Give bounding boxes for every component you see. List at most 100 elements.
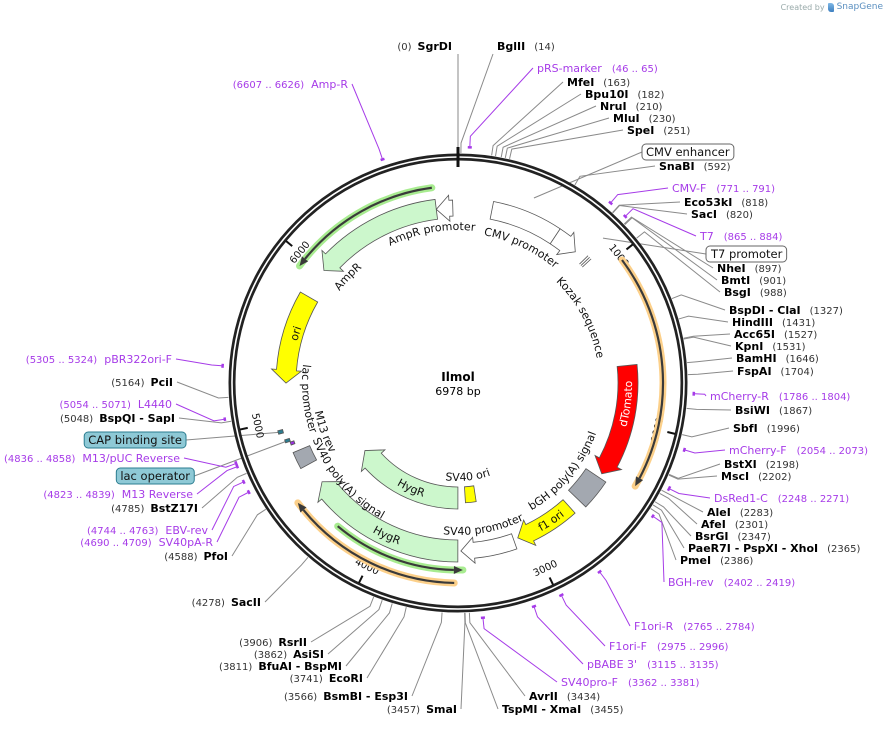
feature-bgh-poly-a-signal[interactable] — [567, 468, 607, 508]
primer-mark[interactable] — [650, 514, 655, 519]
translation-line[interactable] — [337, 525, 454, 572]
feature-label-kozak-sequence[interactable]: Kozak sequence — [554, 274, 607, 359]
enzyme-site-msci[interactable]: MscI (2202) — [721, 470, 791, 483]
enzyme-site-bsgi[interactable]: BsgI (988) — [724, 286, 787, 299]
enzyme-site-bglii[interactable]: BglII (14) — [497, 40, 555, 53]
enzyme-site-hindiii[interactable]: HindIII (1431) — [732, 316, 815, 329]
enzyme-site-spei[interactable]: SpeI (251) — [627, 124, 690, 137]
enzyme-site-eco53ki[interactable]: Eco53kI (818) — [684, 196, 768, 209]
feature-m13-rev[interactable] — [289, 440, 296, 446]
enzyme-site-tspmi-xmai[interactable]: TspMI - XmaI (3455) — [502, 703, 624, 716]
translation-line[interactable] — [621, 259, 665, 479]
enzyme-site-mfei[interactable]: MfeI (163) — [567, 76, 630, 89]
primer-mark[interactable] — [380, 157, 385, 162]
primer-mark[interactable] — [246, 489, 251, 495]
enzyme-site-bpu10i[interactable]: Bpu10I (182) — [585, 88, 664, 101]
enzyme-site-bsiwi[interactable]: BsiWI (1867) — [735, 404, 812, 417]
feature-ampr-promoter[interactable] — [435, 194, 454, 223]
feature-cap-binding-site[interactable] — [277, 428, 284, 435]
primer-pbabe-3[interactable]: pBABE 3' (3115 .. 3135) — [587, 658, 719, 671]
feature-kozak-sequence[interactable] — [582, 258, 592, 268]
feature-label-sv40-promoter[interactable]: SV40 promoter — [443, 511, 526, 538]
primer-ebv-rev[interactable]: (4744 .. 4763) EBV-rev — [87, 524, 208, 537]
primer-mark[interactable] — [531, 604, 537, 609]
primer-f1ori-f[interactable]: F1ori-F (2975 .. 2996) — [609, 640, 728, 653]
enzyme-site-nhei[interactable]: NheI (897) — [717, 262, 782, 275]
enzyme-site-acc65i[interactable]: Acc65I (1527) — [734, 328, 817, 341]
translation-line[interactable] — [304, 186, 432, 260]
feature-lac-operator[interactable] — [284, 437, 291, 444]
primer-mark[interactable] — [558, 593, 564, 598]
feature-box-lac-operator[interactable]: lac operator — [115, 467, 195, 485]
enzyme-site-paer7i-pspxi-xhoi[interactable]: PaeR7I - PspXI - XhoI (2365) — [688, 542, 861, 555]
enzyme-site-bamhi[interactable]: BamHI (1646) — [736, 352, 819, 365]
primer-mcherry-f[interactable]: mCherry-F (2054 .. 2073) — [729, 444, 868, 457]
enzyme-site-sbfi[interactable]: SbfI (1996) — [733, 422, 800, 435]
primer-mark[interactable] — [608, 200, 614, 206]
feature-label-lac-promoter[interactable]: lac promoter — [299, 364, 320, 435]
feature-box-cap-binding-site[interactable]: CAP binding site — [83, 431, 187, 449]
enzyme-site-asisi[interactable]: (3862) AsiSI — [254, 648, 324, 661]
enzyme-site-bfuai-bspmi[interactable]: (3811) BfuAI - BspMI — [219, 660, 342, 673]
primer-mark[interactable] — [597, 569, 602, 575]
enzyme-site-avrii[interactable]: AvrII (3434) — [529, 690, 600, 703]
enzyme-site-saci[interactable]: SacI (820) — [691, 208, 753, 221]
feature-hygr[interactable] — [317, 481, 459, 563]
primer-sv40pro-f[interactable]: SV40pro-F (3362 .. 3381) — [561, 676, 700, 689]
feature-ampr[interactable] — [321, 198, 438, 272]
enzyme-site-fspai[interactable]: FspAI (1704) — [737, 365, 814, 378]
feature-box-t7-promoter[interactable]: T7 promoter — [705, 245, 788, 263]
feature-label-sv40-ori[interactable]: SV40 ori — [445, 466, 492, 484]
enzyme-site-smai[interactable]: (3457) SmaI — [387, 703, 457, 716]
enzyme-site-nrui[interactable]: NruI (210) — [600, 100, 663, 113]
enzyme-site-kpni[interactable]: KpnI (1531) — [735, 340, 806, 353]
enzyme-site-sacii[interactable]: (4278) SacII — [192, 596, 261, 609]
feature-kozak-sequence[interactable] — [580, 256, 590, 266]
enzyme-site-bspdi-clai[interactable]: BspDI - ClaI (1327) — [729, 304, 843, 317]
enzyme-site-bstz17i[interactable]: (4785) BstZ17I — [111, 502, 198, 515]
enzyme-site-bstxi[interactable]: BstXI (2198) — [724, 458, 799, 471]
primer-mark[interactable] — [622, 214, 628, 219]
primer-sv40pa-r[interactable]: (4690 .. 4709) SV40pA-R — [80, 536, 213, 549]
enzyme-site-bmti[interactable]: BmtI (901) — [721, 274, 786, 287]
primer-m13-puc-reverse[interactable]: (4836 .. 4858) M13/pUC Reverse — [4, 452, 180, 465]
primer-t7[interactable]: T7 (865 .. 884) — [699, 230, 783, 243]
primer-mcherry-r[interactable]: mCherry-R (1786 .. 1804) — [710, 390, 850, 403]
primer-prs-marker[interactable]: pRS-marker (46 .. 65) — [537, 62, 658, 75]
feature-box-cmv-enhancer[interactable]: CMV enhancer — [641, 143, 735, 161]
enzyme-site-alei[interactable]: AleI (2283) — [707, 506, 773, 519]
primer-m13-reverse[interactable]: (4823 .. 4839) M13 Reverse — [43, 488, 193, 501]
primer-f1ori-r[interactable]: F1ori-R (2765 .. 2784) — [634, 620, 755, 633]
primer-pbr322ori-f[interactable]: (5305 .. 5324) pBR322ori-F — [26, 353, 172, 366]
feature-label-ori[interactable]: ori — [288, 324, 305, 342]
feature-cmv-promoter[interactable] — [549, 228, 576, 256]
primer-dsred1-c[interactable]: DsRed1-C (2248 .. 2271) — [714, 492, 849, 505]
translation-line[interactable] — [302, 509, 455, 585]
enzyme-site-bspqi-sapi[interactable]: (5048) BspQI - SapI — [60, 412, 175, 425]
primer-l4440[interactable]: (5054 .. 5071) L4440 — [59, 398, 172, 411]
feature-sv40-poly-a-signal[interactable] — [292, 445, 318, 470]
feature-f1-ori[interactable] — [517, 499, 576, 547]
enzyme-site-ecori[interactable]: (3741) EcoRI — [290, 672, 363, 685]
enzyme-site-pcii[interactable]: (5164) PciI — [111, 376, 173, 389]
primer-mark[interactable] — [241, 479, 246, 485]
enzyme-site-afei[interactable]: AfeI (2301) — [701, 518, 768, 531]
enzyme-site-sgrdi[interactable]: (0) SgrDI — [397, 40, 452, 53]
primer-mark[interactable] — [682, 447, 687, 453]
primer-mark[interactable] — [234, 460, 239, 467]
primer-bgh-rev[interactable]: BGH-rev (2402 .. 2419) — [668, 576, 795, 589]
enzyme-site-snabi[interactable]: SnaBI (592) — [659, 160, 731, 173]
enzyme-site-pmei[interactable]: PmeI (2386) — [680, 554, 753, 567]
enzyme-site-bsmbi-esp3i[interactable]: (3566) BsmBI - Esp3I — [284, 690, 408, 703]
primer-mark[interactable] — [666, 485, 672, 492]
feature-hygr[interactable] — [360, 449, 459, 510]
feature-ori[interactable] — [270, 291, 319, 384]
primer-amp-r[interactable]: (6607 .. 6626) Amp-R — [233, 78, 349, 91]
enzyme-site-bsrgi[interactable]: BsrGI (2347) — [695, 530, 771, 543]
feature-sv40-ori[interactable] — [464, 485, 477, 504]
primer-mark[interactable] — [223, 417, 227, 422]
feature-dtomato[interactable] — [594, 364, 639, 475]
enzyme-site-rsrii[interactable]: (3906) RsrII — [239, 636, 307, 649]
enzyme-site-pfoi[interactable]: (4588) PfoI — [164, 550, 228, 563]
feature-kozak-sequence[interactable] — [579, 255, 589, 265]
